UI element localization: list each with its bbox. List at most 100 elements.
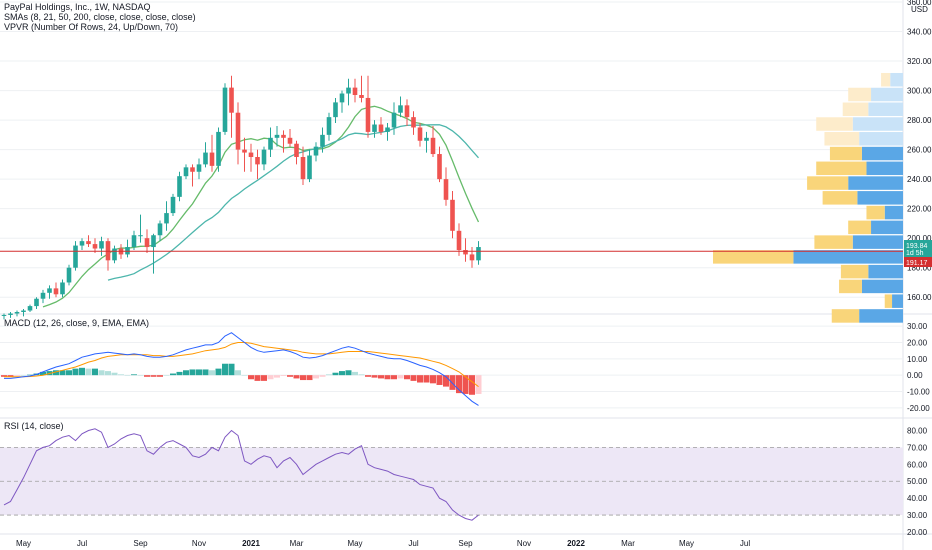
- macd-histogram-bar: [235, 370, 241, 376]
- candle-body: [8, 313, 13, 315]
- candle-body: [339, 93, 345, 103]
- macd-histogram-bar: [306, 375, 313, 381]
- candle-body: [411, 117, 416, 128]
- macd-panel: 30.00 20.00 10.00 0.00 -10.00 -20.00: [0, 322, 930, 413]
- macd-histogram-bar: [456, 375, 462, 394]
- candle-body: [476, 247, 481, 261]
- macd-histogram-bar: [449, 375, 456, 390]
- vpvr-down-bar: [866, 161, 903, 176]
- candlestick-series: [1, 75, 481, 320]
- macd-tick-label: 30.00: [907, 322, 928, 331]
- macd-histogram-bar: [417, 375, 423, 383]
- candle-body: [261, 149, 267, 165]
- candle-body: [437, 154, 442, 180]
- vpvr-up-bar: [829, 146, 862, 161]
- macd-histogram-bar: [137, 375, 144, 376]
- macd-tick-label: -10.00: [907, 388, 930, 397]
- vpvr-down-bar: [868, 264, 903, 279]
- vpvr-up-bar: [842, 102, 869, 117]
- candle-body: [242, 149, 247, 153]
- macd-histogram-bar: [430, 375, 436, 384]
- macd-line: [4, 332, 479, 406]
- macd-histogram-bar: [92, 368, 98, 376]
- candle-body: [378, 124, 384, 132]
- vpvr-up-bar: [824, 132, 860, 146]
- reference-price-label: 191.17: [906, 260, 928, 267]
- macd-histogram-bar: [319, 375, 326, 377]
- candle-body: [86, 241, 91, 245]
- candle-body: [21, 310, 26, 312]
- candle-body: [190, 167, 195, 172]
- candle-body: [469, 254, 475, 261]
- macd-histogram-bar: [365, 375, 371, 377]
- vpvr-up-bar: [884, 294, 893, 308]
- macd-histogram-bar: [189, 369, 196, 376]
- vpvr-down-bar: [890, 72, 903, 87]
- candle-body: [229, 87, 234, 113]
- macd-histogram-bar: [40, 371, 46, 376]
- macd-histogram-bar: [391, 375, 397, 380]
- time-tick-label: 2022: [567, 539, 585, 548]
- macd-title: MACD (12, 26, close, 9, EMA, EMA): [4, 318, 149, 328]
- candle-body: [235, 112, 241, 150]
- candle-body: [450, 199, 455, 231]
- price-tick-label: 240.00: [907, 175, 932, 184]
- time-tick-label: Sep: [458, 539, 473, 548]
- macd-histogram-bar: [469, 375, 475, 395]
- candle-body: [326, 117, 332, 135]
- macd-signal-line: [4, 342, 479, 387]
- macd-tick-label: 0.00: [907, 371, 923, 380]
- candle-body: [60, 282, 65, 295]
- rsi-tick-label: 30.00: [907, 511, 928, 520]
- macd-histogram-bar: [85, 368, 92, 376]
- macd-histogram-bar: [27, 374, 33, 376]
- rsi-tick-label: 20.00: [907, 528, 928, 537]
- macd-histogram-bar: [345, 370, 352, 376]
- macd-histogram-bar: [241, 375, 248, 376]
- sma-8-line: [42, 105, 480, 308]
- macd-histogram-bar: [118, 374, 124, 376]
- vpvr-up-bar: [831, 309, 860, 323]
- candle-body: [170, 196, 176, 214]
- vpvr-down-bar: [892, 294, 903, 308]
- candle-body: [14, 312, 20, 314]
- vpvr-down-bar: [793, 250, 903, 264]
- macd-histogram-bar: [332, 372, 339, 376]
- macd-histogram-bar: [66, 370, 72, 376]
- time-tick-label: May: [16, 539, 31, 548]
- price-tick-label: 180.00: [907, 264, 932, 273]
- macd-histogram-bar: [144, 375, 150, 377]
- vpvr-up-bar: [822, 191, 858, 205]
- time-tick-label: May: [679, 539, 694, 548]
- candle-body: [27, 306, 33, 311]
- candle-body: [248, 152, 254, 157]
- candle-body: [424, 137, 429, 141]
- macd-histogram-bar: [196, 369, 202, 376]
- macd-histogram-bar: [105, 371, 111, 376]
- sma-lines: [42, 105, 480, 308]
- candle-body: [99, 241, 104, 249]
- macd-histogram-bar: [267, 375, 274, 380]
- candle-body: [456, 230, 462, 250]
- time-tick-label: Jul: [740, 539, 750, 548]
- macd-histogram-bar: [150, 375, 157, 377]
- macd-histogram-bar: [111, 372, 118, 376]
- time-tick-label: Nov: [192, 539, 206, 548]
- reference-price-badge: 191.17: [904, 257, 932, 267]
- candle-body: [209, 152, 215, 166]
- vpvr-down-bar: [852, 235, 903, 249]
- macd-histogram-bar: [228, 363, 235, 376]
- chart-title: PayPal Holdings, Inc., 1W, NASDAQ: [4, 2, 151, 12]
- candle-body: [281, 134, 286, 138]
- vpvr-up-bar: [840, 264, 869, 279]
- macd-histogram-bar: [371, 375, 378, 378]
- vpvr-down-bar: [861, 146, 903, 161]
- last-price-label: 193.84: [906, 243, 928, 250]
- macd-histogram-bar: [20, 375, 27, 376]
- macd-histogram-bar: [98, 370, 105, 376]
- macd-histogram-bar: [443, 375, 449, 387]
- candle-body: [417, 127, 423, 141]
- macd-histogram-bar: [358, 374, 365, 376]
- price-grid: [0, 1, 903, 298]
- vpvr-up-bar: [816, 117, 853, 131]
